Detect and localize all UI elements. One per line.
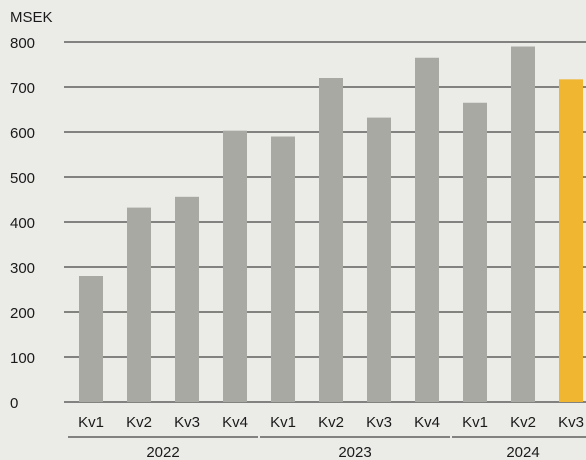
bars	[79, 46, 583, 402]
year-group-label: 2022	[146, 444, 179, 460]
year-group-label: 2023	[338, 444, 371, 460]
x-axis-year-groups: 2022 2023 2024	[68, 436, 586, 460]
bar	[559, 79, 583, 402]
bar	[223, 130, 247, 402]
x-tick-label: Kv2	[510, 414, 536, 431]
bar	[511, 46, 535, 402]
y-tick-label: 800	[10, 35, 35, 52]
bar	[271, 136, 295, 402]
y-tick-label: 600	[10, 125, 35, 142]
x-tick-label: Kv1	[462, 414, 488, 431]
x-tick-label: Kv2	[126, 414, 152, 431]
y-axis-ticks: 0 100 200 300 400 500 600 700 800	[10, 35, 35, 412]
y-tick-label: 700	[10, 80, 35, 97]
bar	[127, 207, 151, 402]
bar	[415, 57, 439, 402]
y-tick-label: 300	[10, 260, 35, 277]
x-axis-category-labels: Kv1 Kv2 Kv3 Kv4 Kv1 Kv2 Kv3 Kv4 Kv1 Kv2 Kv3	[78, 414, 584, 431]
year-group-label: 2024	[506, 444, 539, 460]
x-tick-label: Kv4	[222, 414, 248, 431]
bar	[175, 196, 199, 402]
bar	[463, 102, 487, 402]
y-tick-label: 400	[10, 215, 35, 232]
bar	[79, 276, 103, 402]
y-tick-label: 500	[10, 170, 35, 187]
bar	[367, 117, 391, 402]
x-tick-label: Kv1	[270, 414, 296, 431]
y-tick-label: 100	[10, 350, 35, 367]
y-axis-unit-label: MSEK	[10, 9, 53, 26]
y-tick-label: 0	[10, 395, 18, 412]
bar	[319, 78, 343, 402]
y-tick-label: 200	[10, 305, 35, 322]
x-tick-label: Kv3	[174, 414, 200, 431]
x-tick-label: Kv3	[366, 414, 392, 431]
x-tick-label: Kv4	[414, 414, 440, 431]
x-tick-label: Kv1	[78, 414, 104, 431]
x-tick-label: Kv3	[558, 414, 584, 431]
x-tick-label: Kv2	[318, 414, 344, 431]
